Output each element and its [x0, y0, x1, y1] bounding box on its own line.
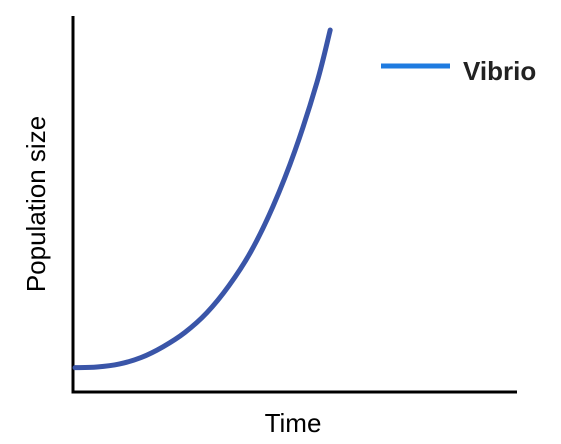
legend: Vibrio	[381, 56, 536, 86]
legend-label-vibrio: Vibrio	[463, 56, 536, 86]
y-axis-label: Population size	[21, 116, 51, 292]
x-axis-label: Time	[265, 408, 322, 438]
plot-area	[71, 16, 517, 394]
series-line-vibrio	[72, 27, 333, 371]
series-layer	[72, 27, 333, 371]
